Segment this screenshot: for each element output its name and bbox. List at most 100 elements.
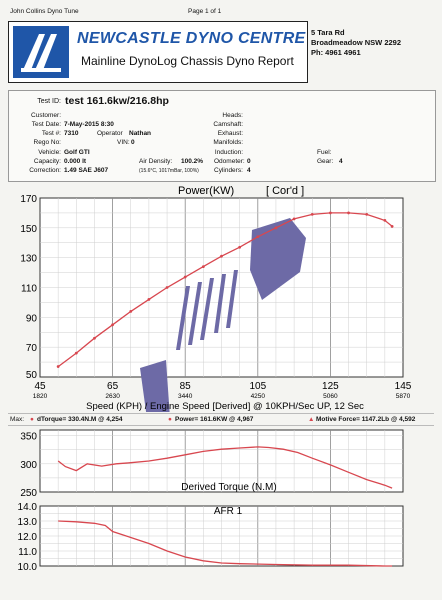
phone-number: Ph: 4961 4961 (311, 48, 361, 57)
power-x-tick-label: 105 (249, 381, 266, 392)
power-data-point (390, 224, 394, 228)
rpm-tick-label: 4250 (251, 393, 266, 400)
manifolds-label: Manifolds: (213, 139, 243, 146)
vehicle-value: Golf GTI (64, 149, 90, 156)
power-chart: Power(KW) [ Cor'd ] 70 90 110 130 150 170 50 4… (20, 185, 412, 412)
watermark-shape (250, 218, 306, 300)
camshaft-label: Camshaft: (213, 121, 243, 128)
afr-y-tick-label: 13.0 (18, 517, 38, 528)
max-torque: dTorque= 330.4N.M @ 4,254 (37, 416, 123, 423)
test-number-label: Test #: (41, 130, 61, 137)
power-data-point (365, 213, 369, 216)
watermark-stripe (200, 278, 214, 340)
afr-y-tick-label: 10.0 (18, 562, 38, 573)
power-data-point (201, 265, 205, 269)
power-x-tick-label: 85 (180, 381, 192, 392)
heads-label: Heads: (222, 112, 243, 119)
power-x-tick-label: 125 (322, 381, 339, 392)
odometer-label: Odometer: (214, 158, 245, 165)
page-number: Page 1 of 1 (188, 8, 222, 15)
power-y-tick-label: 130 (20, 254, 37, 265)
power-data-point (383, 218, 387, 222)
afr-grid (39, 505, 404, 567)
company-name: NEWCASTLE DYNO CENTRE (77, 30, 306, 47)
afr-chart: 10.0 11.0 12.0 13.0 14.0 AFR 1 (18, 502, 404, 573)
power-series-line (57, 212, 393, 368)
address-line-2: Broadmeadow NSW 2292 (311, 38, 402, 47)
watermark-stripe (188, 282, 202, 345)
correction-value: 1.49 SAE J607 (64, 167, 109, 174)
operator-value: Nathan (129, 130, 152, 137)
max-values-row: Max: ● dTorque= 330.4N.M @ 4,254 ● Power… (8, 413, 434, 426)
power-data-point (165, 286, 169, 289)
company-address: 5 Tara Rd Broadmeadow NSW 2292 Ph: 4961 … (311, 28, 401, 58)
power-x-tick-label: 65 (107, 381, 119, 392)
torque-y-tick-label: 250 (20, 488, 37, 498)
power-data-point (347, 211, 350, 215)
test-id-label: Test ID: (37, 98, 61, 105)
rpm-tick-label: 2630 (105, 393, 120, 400)
power-legend-swatch: ● (168, 416, 172, 423)
capacity-value: 0.000 lt (64, 158, 87, 165)
power-chart-title: Power(KW) (178, 185, 234, 197)
torque-series (57, 446, 393, 489)
operator-label: Operator (97, 130, 123, 137)
power-data-point (256, 235, 260, 239)
report-header-box: NEWCASTLE DYNO CENTRE Mainline DynoLog C… (8, 21, 308, 83)
max-motive-force: Motive Force= 1147.2Lb @ 4,592 (316, 416, 416, 423)
rego-label: Rego No: (33, 139, 61, 146)
report-subtitle: Mainline DynoLog Chassis Dyno Report (81, 54, 294, 68)
max-power: Power= 161.6KW @ 4,967 (175, 416, 254, 423)
odometer-value: 0 (247, 158, 251, 165)
afr-y-tick-label: 14.0 (18, 502, 38, 513)
rpm-tick-label: 5060 (323, 393, 338, 400)
air-density-label: Air Density: (139, 158, 173, 165)
test-number-value: 7310 (64, 130, 79, 137)
watermark-logo (140, 218, 306, 412)
power-data-point (93, 336, 96, 340)
capacity-label: Capacity: (33, 158, 61, 165)
customer-label: Customer: (31, 112, 61, 119)
rpm-tick-label: 3440 (178, 393, 193, 400)
afr-series-line (58, 520, 393, 567)
power-data-point (329, 211, 332, 215)
power-y-tick-label: 70 (26, 343, 38, 354)
afr-y-tick-label: 12.0 (18, 532, 38, 543)
torque-y-tick-label: 350 (20, 432, 37, 443)
power-x-tick-label: 45 (34, 381, 46, 392)
test-date-value: 7-May-2015 8:30 (64, 121, 114, 128)
power-data-point (292, 217, 296, 221)
watermark-stripe (226, 270, 238, 328)
test-id-value: test 161.6kw/216.8hp (65, 95, 169, 107)
power-y-tick-label: 50 (26, 370, 38, 381)
power-data-point (310, 213, 314, 216)
exhaust-label: Exhaust: (217, 130, 243, 137)
vin-value: 0 (131, 139, 135, 146)
afr-y-tick-label: 11.0 (18, 547, 37, 558)
watermark-stripe (214, 274, 226, 333)
power-chart-subtitle: [ Cor'd ] (266, 185, 304, 197)
power-data-point (147, 298, 151, 301)
power-y-tick-label: 110 (21, 284, 37, 295)
cylinders-label: Cylinders: (214, 167, 243, 174)
power-data-point (56, 365, 60, 368)
vin-label: VIN: (117, 139, 130, 146)
max-label: Max: (10, 416, 25, 423)
torque-chart: 250 300 350 Derived Torque (N.M) (20, 429, 404, 498)
afr-series (58, 520, 393, 567)
test-date-label: Test Date: (31, 121, 61, 128)
power-data-point (183, 275, 187, 279)
power-series (56, 211, 394, 368)
torque-chart-title: Derived Torque (N.M) (181, 482, 276, 493)
cylinders-value: 4 (247, 167, 251, 174)
torque-y-ticks: 250 300 350 (20, 432, 37, 498)
torque-series-line (57, 446, 393, 489)
gear-value: 4 (339, 158, 343, 165)
motive-legend-swatch: ▲ (308, 416, 315, 423)
test-conditions: (15.6°C, 1017mBar, 100%) (139, 168, 199, 174)
power-y-tick-label: 170 (20, 194, 37, 205)
torque-y-tick-label: 300 (20, 460, 37, 471)
vehicle-info-panel: Test ID: test 161.6kw/216.8hp Customer: … (8, 90, 436, 182)
power-x-tick-label: 145 (395, 381, 412, 392)
